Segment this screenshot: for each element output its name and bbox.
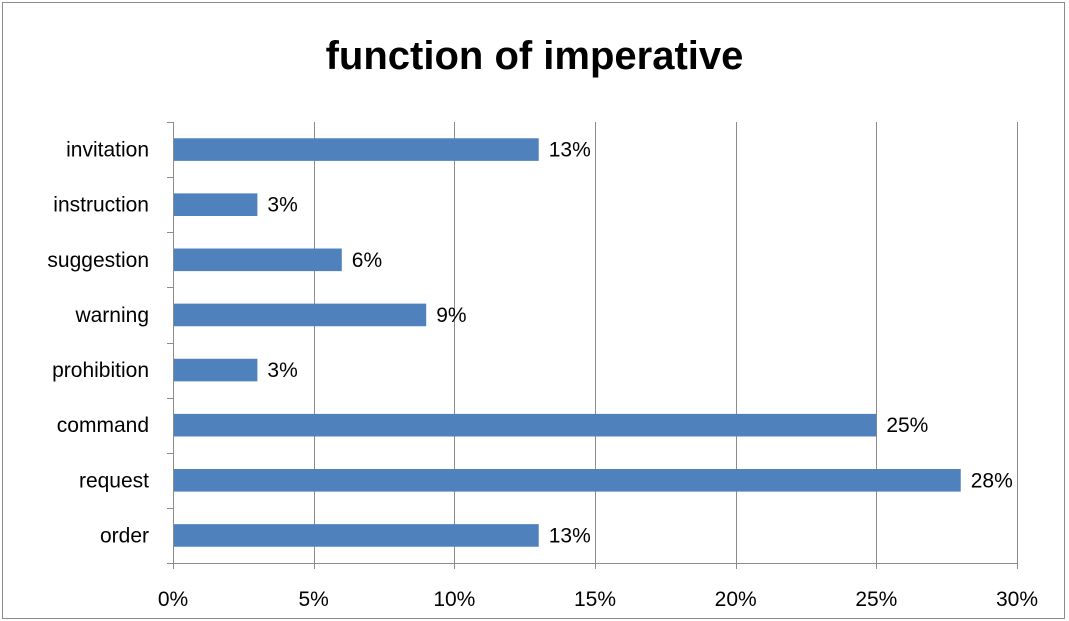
category-label: order <box>100 524 149 547</box>
bar <box>173 193 258 216</box>
data-label: 6% <box>352 249 382 272</box>
data-label: 25% <box>886 414 928 437</box>
bar <box>173 248 342 272</box>
bar <box>173 358 258 382</box>
data-label: 13% <box>549 524 591 547</box>
category-label: warning <box>74 304 149 327</box>
bar <box>173 469 961 492</box>
data-label: 9% <box>436 304 466 327</box>
x-tick-label: 20% <box>715 588 757 611</box>
bar <box>173 138 539 161</box>
chart-title: function of imperative <box>325 34 744 78</box>
bar <box>173 524 539 547</box>
x-tick-label: 0% <box>158 588 188 611</box>
data-label: 13% <box>549 139 591 162</box>
data-label: 3% <box>267 194 297 217</box>
x-tick-label: 5% <box>298 588 328 611</box>
category-label: suggestion <box>47 249 149 272</box>
category-label: prohibition <box>52 359 149 382</box>
category-label: command <box>57 414 149 437</box>
bar <box>173 303 427 327</box>
x-tick-label: 30% <box>996 588 1038 611</box>
x-tick-label: 10% <box>433 588 475 611</box>
category-label: instruction <box>53 194 149 217</box>
x-tick-label: 25% <box>855 588 897 611</box>
bar <box>173 413 877 437</box>
data-label: 3% <box>267 359 297 382</box>
data-label: 28% <box>971 469 1013 492</box>
category-label: invitation <box>66 139 149 162</box>
category-label: request <box>79 469 149 492</box>
x-tick-label: 15% <box>574 588 616 611</box>
